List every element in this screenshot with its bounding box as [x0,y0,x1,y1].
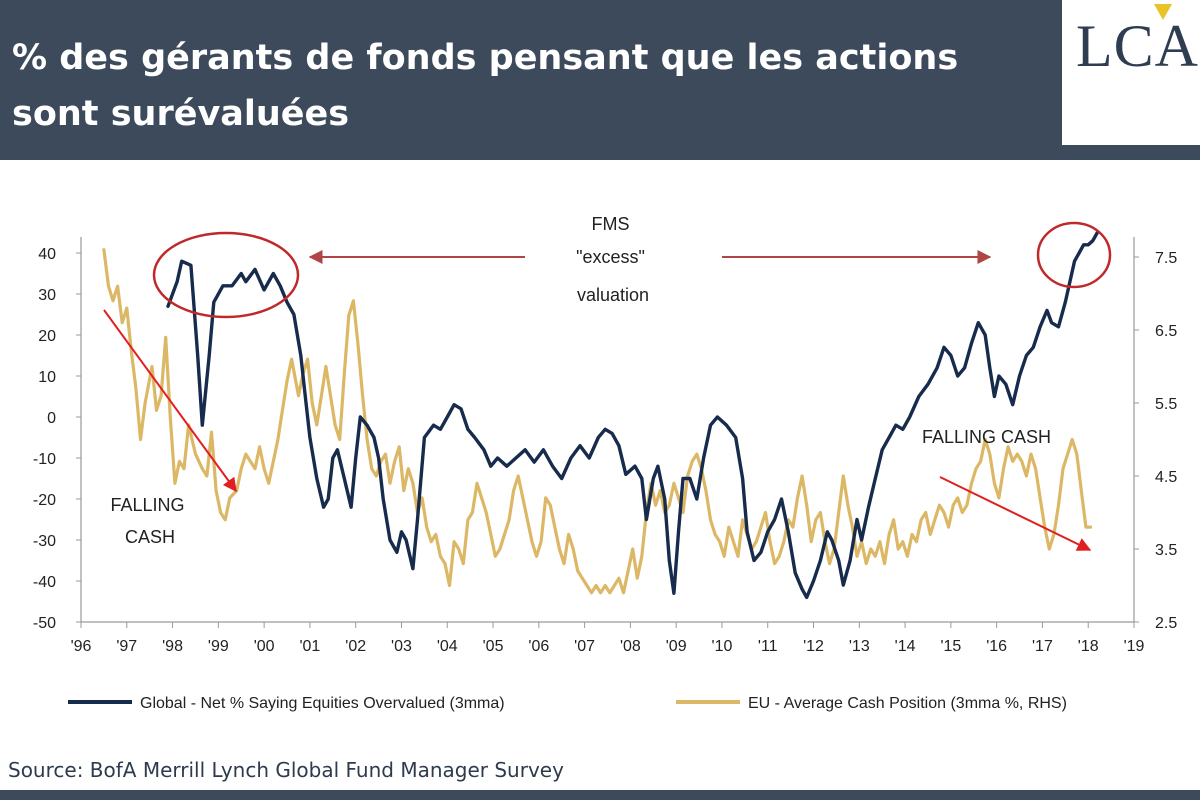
falling-cash-left-line: FALLING [110,495,184,515]
series-layer [102,230,1100,600]
bottom-bar [0,790,1200,800]
series-line-eu [102,248,1093,595]
y-left-tick-label: 0 [47,410,56,427]
fms-label: FMS "excess" valuation [576,214,650,305]
x-tick-label: '05 [483,638,504,655]
x-tick-label: '06 [528,638,549,655]
y-left-tick-label: 20 [38,328,56,345]
fms-label-line: "excess" [576,247,645,267]
logo-text: LCA [1076,13,1199,79]
y-right-tick-label: 4.5 [1155,469,1177,486]
y-right-tick-label: 7.5 [1155,250,1177,267]
falling-cash-left-line: CASH [125,527,175,547]
falling-cash-arrow-right [939,476,1092,551]
y-left-tick-label: -20 [33,492,56,509]
y-right-tick-label: 5.5 [1155,396,1177,413]
falling-cash-left-label: FALLING CASH [110,495,189,547]
chart-legend: Global - Net % Saying Equities Overvalue… [68,695,1067,712]
legend-label: Global - Net % Saying Equities Overvalue… [140,695,505,712]
x-tick-label: '97 [116,638,137,655]
y-left-tick-label: -40 [33,574,56,591]
x-tick-label: '07 [574,638,595,655]
chart-axes: 40 30 20 10 0 -10 -20 -30 -40 -50 7.5 6.5 5.5 4.5 3.5 2… [33,237,1177,655]
x-tick-label: '14 [895,638,916,655]
y-left-tick-label: -30 [33,533,56,550]
x-tick-label: '15 [940,638,961,655]
series-line-global [166,230,1100,600]
y-left-tick-label: 40 [38,246,56,263]
x-tick-label: '03 [391,638,412,655]
y-left-tick-label: -50 [33,615,56,632]
lca-logo: LCA [1062,0,1200,145]
logo-accent-icon [1154,4,1172,20]
y-left-tick-label: 10 [38,369,56,386]
falling-cash-arrow-left [103,309,237,493]
chart: 40 30 20 10 0 -10 -20 -30 -40 -50 7.5 6.5 5.5 4.5 3.5 2… [33,214,1177,712]
y-left-tick-label: -10 [33,451,56,468]
x-tick-label: '12 [803,638,824,655]
x-tick-label: '11 [758,638,778,655]
page-title: % des gérants de fonds pensant que les a… [12,38,959,134]
x-tick-label: '96 [71,638,92,655]
x-tick-label: '19 [1124,638,1145,655]
falling-cash-right-label: FALLING CASH [922,427,1051,447]
x-tick-label: '98 [162,638,183,655]
x-tick-label: '10 [712,638,733,655]
fms-label-line: FMS [591,214,629,234]
y-right-tick-label: 6.5 [1155,323,1177,340]
annotation-circle-right [1036,221,1112,289]
x-tick-label: '02 [345,638,366,655]
legend-label: EU - Average Cash Position (3mma %, RHS) [748,695,1067,712]
annotation-layer: FMS "excess" valuation FALLING CASH FALL… [103,214,1112,551]
x-tick-label: '13 [849,638,870,655]
falling-cash-right-line: FALLING CASH [922,427,1051,447]
x-tick-label: '09 [666,638,687,655]
x-tick-label: '99 [208,638,229,655]
y-right-tick-label: 3.5 [1155,542,1177,559]
y-left-tick-label: 30 [38,287,56,304]
y-right-tick-label: 2.5 [1155,615,1177,632]
annotation-circle-left [152,231,300,319]
x-tick-label: '00 [254,638,275,655]
source-note: Source: BofA Merrill Lynch Global Fund M… [8,758,564,782]
x-tick-label: '18 [1078,638,1099,655]
fms-label-line: valuation [577,285,649,305]
header-bar: % des gérants de fonds pensant que les a… [0,0,1200,160]
x-tick-label: '01 [299,638,320,655]
x-tick-label: '08 [620,638,641,655]
x-tick-label: '17 [1032,638,1053,655]
x-tick-label: '04 [437,638,458,655]
x-tick-label: '16 [986,638,1007,655]
